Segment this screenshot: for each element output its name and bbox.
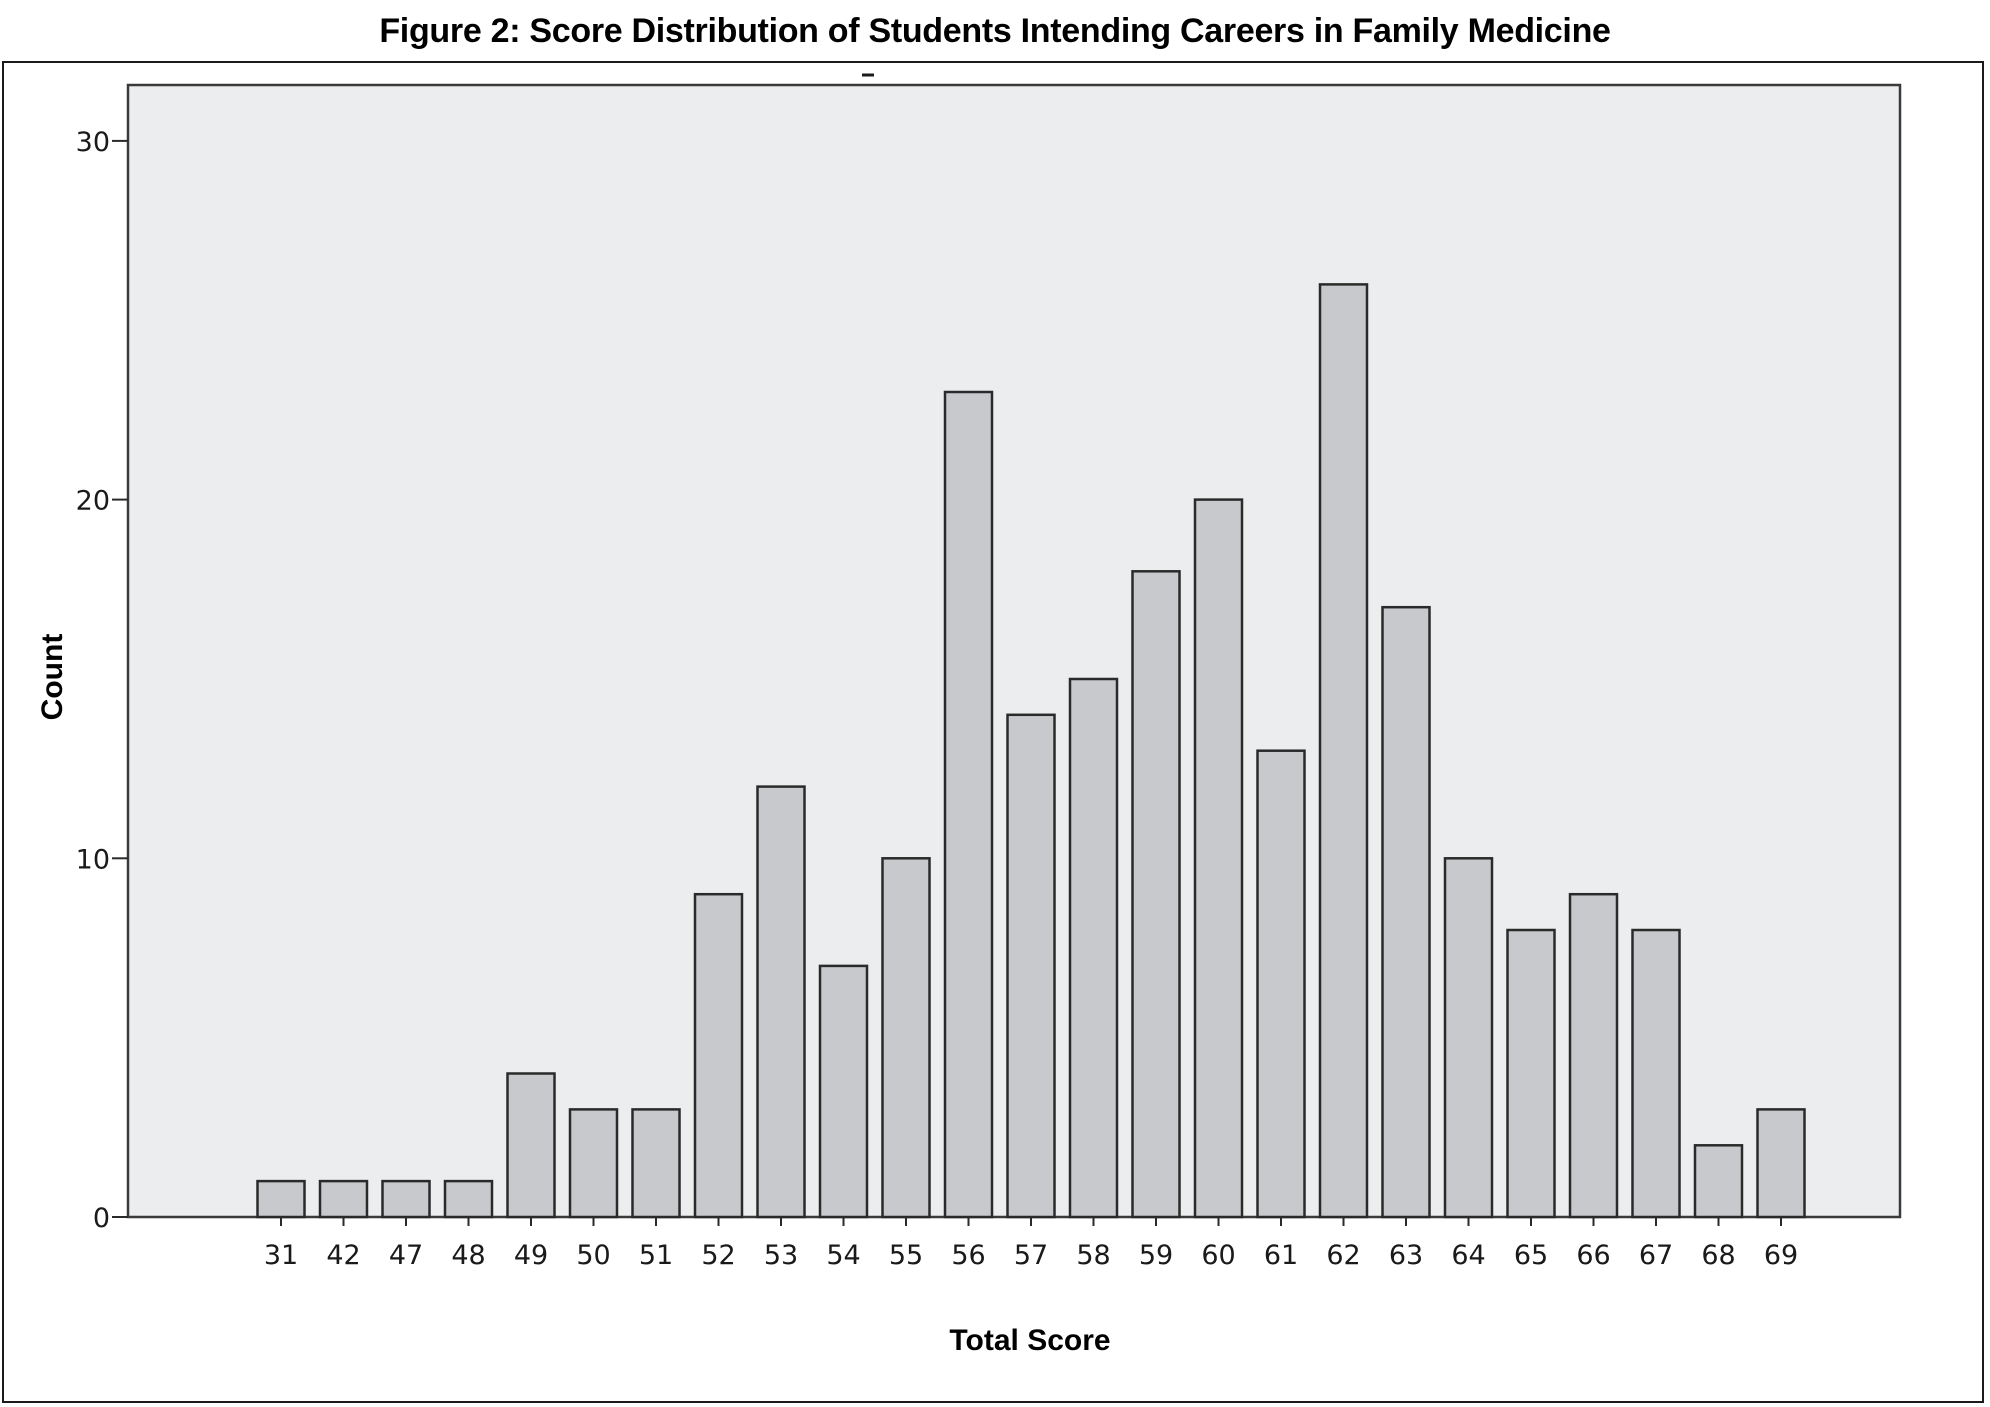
x-tick-label-51: 51	[639, 1240, 673, 1271]
y-tick-label-0: 0	[93, 1203, 110, 1234]
bar-53	[756, 785, 806, 1219]
x-tick-label-60: 60	[1201, 1240, 1235, 1271]
bar-52	[693, 892, 744, 1219]
bar-51	[631, 1108, 681, 1219]
bar-48	[443, 1179, 494, 1219]
x-tick-label-57: 57	[1014, 1240, 1048, 1271]
bar-42	[318, 1179, 369, 1219]
x-axis: 31 42 47 48 49 50 51 52 53 54 55 56 57 58 59 60 61 62 63 64…	[264, 1217, 1798, 1271]
bar-56	[943, 390, 994, 1219]
y-axis-title: Count	[36, 634, 69, 721]
x-tick-label-31: 31	[264, 1240, 298, 1271]
x-tick-label-49: 49	[514, 1240, 548, 1271]
bar-54	[818, 964, 869, 1219]
bar-62	[1318, 283, 1369, 1219]
bar-68	[1693, 1144, 1744, 1219]
x-tick-label-69: 69	[1764, 1240, 1798, 1271]
bar-58	[1068, 677, 1119, 1219]
bar-67	[1631, 928, 1681, 1219]
x-tick-label-48: 48	[451, 1240, 485, 1271]
x-tick-label-66: 66	[1576, 1240, 1610, 1271]
figure-title: Figure 2: Score Distribution of Students…	[379, 12, 1611, 50]
x-tick-label-62: 62	[1326, 1240, 1360, 1271]
x-axis-title: Total Score	[949, 1324, 1110, 1357]
y-tick-label-10: 10	[76, 844, 110, 875]
x-tick-label-67: 67	[1639, 1240, 1673, 1271]
x-tick-label-42: 42	[326, 1240, 360, 1271]
figure-frame	[2, 61, 1984, 1403]
bar-50	[568, 1108, 619, 1219]
x-tick-label-55: 55	[889, 1240, 923, 1271]
bar-64	[1443, 857, 1494, 1219]
bar-66	[1568, 892, 1619, 1219]
x-tick-label-50: 50	[576, 1240, 610, 1271]
bar-63	[1381, 605, 1431, 1219]
x-tick-label-56: 56	[951, 1240, 985, 1271]
x-tick-label-63: 63	[1389, 1240, 1423, 1271]
bar-57	[1006, 713, 1056, 1219]
x-tick-label-68: 68	[1701, 1240, 1735, 1271]
y-axis: 0 10 20 30	[76, 127, 128, 1234]
bar-59	[1131, 570, 1181, 1219]
x-tick-label-47: 47	[389, 1240, 423, 1271]
x-tick-label-65: 65	[1514, 1240, 1548, 1271]
y-tick-label-20: 20	[76, 486, 110, 517]
x-tick-label-61: 61	[1264, 1240, 1298, 1271]
x-tick-label-54: 54	[826, 1240, 860, 1271]
bar-65	[1506, 928, 1556, 1219]
bar-60	[1193, 498, 1244, 1219]
x-tick-label-58: 58	[1076, 1240, 1110, 1271]
bar-31	[256, 1179, 306, 1219]
x-tick-label-59: 59	[1139, 1240, 1173, 1271]
bar-69	[1756, 1108, 1806, 1219]
bar-55	[881, 857, 931, 1219]
bar-61	[1256, 749, 1306, 1219]
bar-47	[381, 1179, 431, 1219]
x-tick-label-64: 64	[1451, 1240, 1485, 1271]
y-tick-label-30: 30	[76, 127, 110, 158]
x-tick-label-52: 52	[701, 1240, 735, 1271]
bar-49	[506, 1072, 556, 1219]
x-tick-label-53: 53	[764, 1240, 798, 1271]
